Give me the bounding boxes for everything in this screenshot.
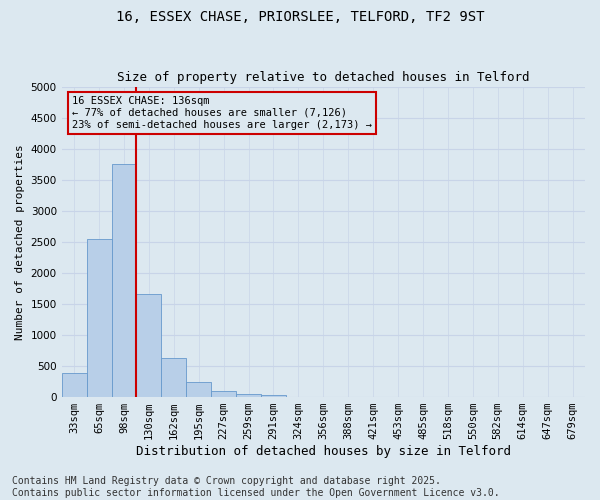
Title: Size of property relative to detached houses in Telford: Size of property relative to detached ho… — [117, 72, 530, 85]
Y-axis label: Number of detached properties: Number of detached properties — [15, 144, 25, 340]
Bar — [236, 394, 261, 396]
Text: Contains HM Land Registry data © Crown copyright and database right 2025.
Contai: Contains HM Land Registry data © Crown c… — [12, 476, 500, 498]
Bar — [161, 358, 186, 397]
Bar — [211, 391, 236, 396]
Bar — [186, 382, 211, 396]
Text: 16 ESSEX CHASE: 136sqm
← 77% of detached houses are smaller (7,126)
23% of semi-: 16 ESSEX CHASE: 136sqm ← 77% of detached… — [72, 96, 372, 130]
Bar — [261, 394, 286, 396]
Bar — [86, 238, 112, 396]
Bar — [136, 294, 161, 396]
Bar — [112, 164, 136, 396]
Text: 16, ESSEX CHASE, PRIORSLEE, TELFORD, TF2 9ST: 16, ESSEX CHASE, PRIORSLEE, TELFORD, TF2… — [116, 10, 484, 24]
X-axis label: Distribution of detached houses by size in Telford: Distribution of detached houses by size … — [136, 444, 511, 458]
Bar — [62, 373, 86, 396]
